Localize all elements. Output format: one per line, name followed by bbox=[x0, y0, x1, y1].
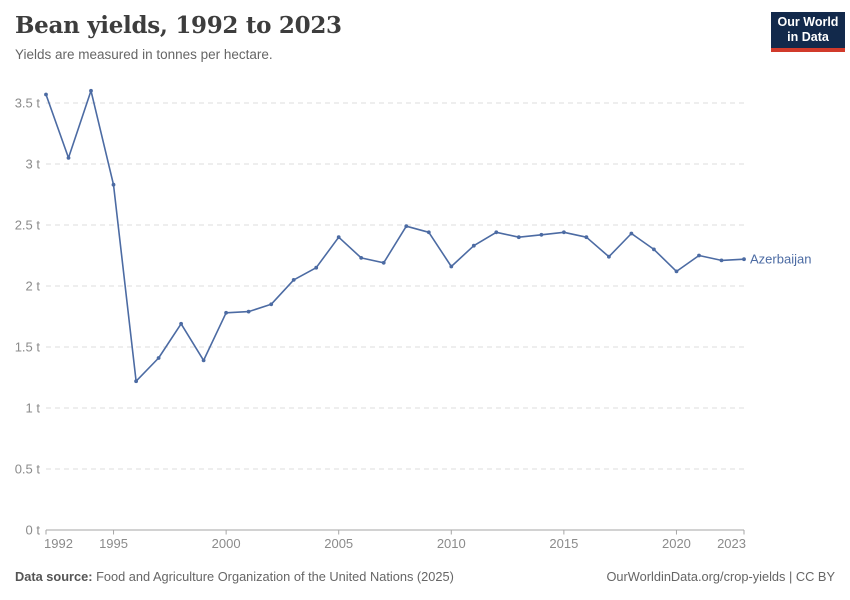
data-point[interactable] bbox=[607, 254, 611, 259]
data-source-label: Data source: bbox=[15, 569, 93, 584]
series-line-azerbaijan[interactable] bbox=[45, 90, 745, 382]
data-point[interactable] bbox=[156, 356, 161, 360]
y-tick-label: 3.5 t bbox=[15, 96, 41, 111]
series-label-azerbaijan: Azerbaijan bbox=[750, 252, 811, 267]
owid-logo: Our World in Data bbox=[771, 12, 845, 52]
data-point[interactable] bbox=[246, 309, 251, 314]
data-point[interactable] bbox=[111, 182, 116, 187]
data-point[interactable] bbox=[336, 235, 341, 240]
x-tick-label: 1995 bbox=[99, 536, 128, 551]
data-point[interactable] bbox=[426, 230, 431, 235]
chart-footer: Data source: Food and Agriculture Organi… bbox=[15, 569, 835, 584]
data-source-note: Data source: Food and Agriculture Organi… bbox=[15, 569, 454, 584]
data-point[interactable] bbox=[494, 230, 499, 235]
data-point[interactable] bbox=[697, 253, 701, 258]
data-point[interactable] bbox=[134, 379, 139, 384]
data-point[interactable] bbox=[359, 256, 364, 260]
y-tick-label: 1.5 t bbox=[15, 340, 41, 355]
data-point[interactable] bbox=[629, 231, 634, 236]
y-tick-label: 3 t bbox=[26, 157, 41, 172]
y-tick-label: 2 t bbox=[26, 279, 41, 294]
x-tick-label: 2023 bbox=[717, 536, 746, 551]
data-point[interactable] bbox=[674, 269, 679, 274]
data-point[interactable] bbox=[66, 156, 71, 160]
owid-logo-line2: in Data bbox=[787, 30, 829, 44]
data-point[interactable] bbox=[179, 321, 184, 326]
data-point[interactable] bbox=[471, 243, 476, 248]
data-source-text: Food and Agriculture Organization of the… bbox=[92, 569, 454, 584]
y-tick-label: 0 t bbox=[26, 523, 41, 538]
page-title: Bean yields, 1992 to 2023 bbox=[15, 12, 342, 39]
footer-url-license: OurWorldinData.org/crop-yields | CC BY bbox=[606, 569, 835, 584]
x-tick-label: 2010 bbox=[437, 536, 466, 551]
data-point[interactable] bbox=[584, 235, 589, 240]
data-point[interactable] bbox=[89, 88, 93, 93]
data-point[interactable] bbox=[516, 235, 521, 240]
data-point[interactable] bbox=[404, 224, 409, 229]
owid-logo-line1: Our World bbox=[777, 15, 839, 29]
data-point[interactable] bbox=[201, 358, 206, 363]
chart-subtitle: Yields are measured in tonnes per hectar… bbox=[15, 47, 273, 62]
y-tick-label: 1 t bbox=[26, 401, 41, 416]
data-point[interactable] bbox=[562, 230, 566, 235]
data-point[interactable] bbox=[269, 302, 274, 307]
data-point[interactable] bbox=[652, 247, 656, 252]
data-point[interactable] bbox=[742, 257, 746, 262]
x-tick-label: 2015 bbox=[549, 536, 578, 551]
data-point[interactable] bbox=[224, 310, 229, 315]
data-point[interactable] bbox=[381, 260, 386, 265]
x-tick-label: 2005 bbox=[324, 536, 353, 551]
y-tick-label: 2.5 t bbox=[15, 218, 41, 233]
data-point[interactable] bbox=[44, 92, 48, 97]
x-tick-label: 1992 bbox=[44, 536, 73, 551]
y-tick-label: 0.5 t bbox=[15, 462, 41, 477]
data-point[interactable] bbox=[314, 265, 319, 270]
data-point[interactable] bbox=[449, 264, 454, 269]
x-tick-label: 2000 bbox=[212, 536, 241, 551]
x-tick-label: 2020 bbox=[662, 536, 691, 551]
data-point[interactable] bbox=[539, 232, 544, 237]
data-point[interactable] bbox=[719, 258, 724, 263]
data-point[interactable] bbox=[291, 278, 296, 282]
